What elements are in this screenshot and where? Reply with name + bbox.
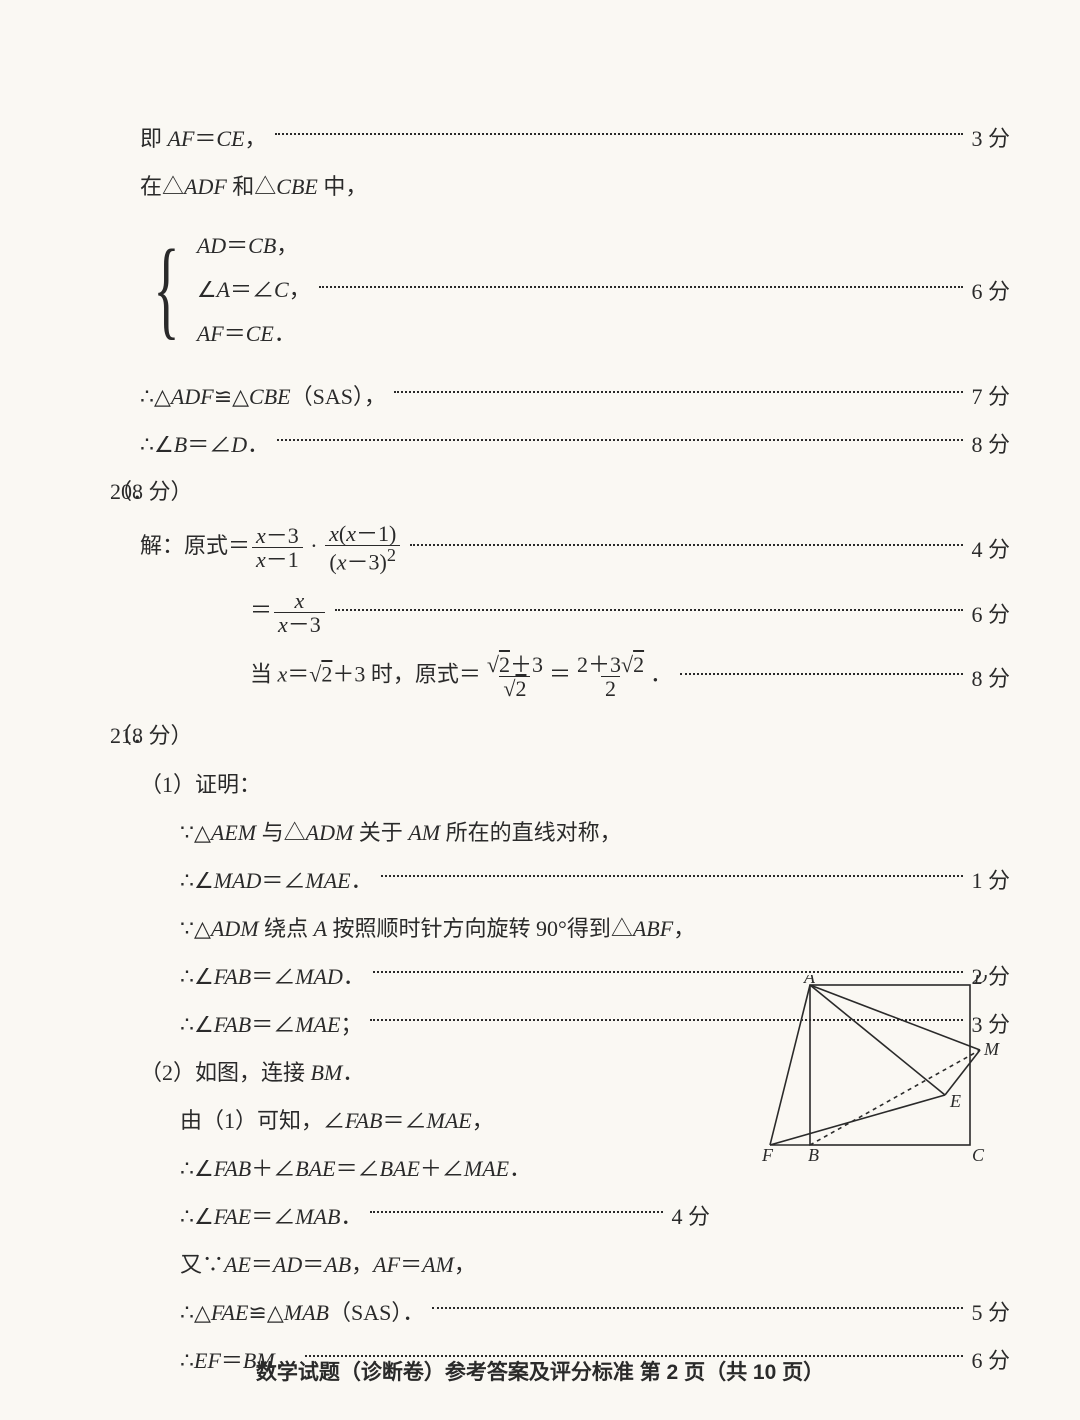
leader-dots — [373, 971, 964, 973]
score: 8 分 — [971, 427, 1010, 459]
text: 由（1）可知，∠FAB＝∠MAE， — [180, 1103, 494, 1135]
leader-dots — [432, 1307, 963, 1309]
page-footer: 数学试题（诊断卷）参考答案及评分标准 第 2 页（共 10 页） — [0, 1356, 1080, 1386]
proof-line: ∴△ADF≌△CBE（SAS）， 7 分 — [70, 378, 1010, 412]
score: 4 分 — [671, 1199, 710, 1231]
proof-line: ∴∠MAD＝∠MAE． 1 分 — [70, 862, 1010, 896]
text: ＝xx－3 — [250, 589, 327, 636]
leader-dots — [381, 875, 964, 877]
text: ∴△FAE≌△MAB（SAS）． — [180, 1295, 424, 1327]
text: ∴∠B＝∠D． — [140, 427, 269, 459]
score: 7 分 — [971, 379, 1010, 411]
leader-dots — [410, 544, 963, 546]
leader-dots — [275, 133, 964, 135]
geom-label-a: A — [803, 975, 816, 987]
text: ∴∠FAB＝∠MAE； — [180, 1007, 362, 1039]
left-brace: { — [153, 238, 179, 338]
brace-row: AD＝CB， — [197, 228, 311, 260]
score: 5 分 — [971, 1295, 1010, 1327]
geom-label-m: M — [983, 1039, 1000, 1059]
text: 解：原式＝x－3x－1 · x(x－1)(x－3)2 — [140, 522, 402, 574]
text: 当 x＝√2＋3 时，原式＝√2＋3√2＝2＋3√22． — [250, 653, 672, 700]
proof-line: ∴△FAE≌△MAB（SAS）． 5 分 — [70, 1294, 1010, 1328]
proof-line: ∵△AEM 与△ADM 关于 AM 所在的直线对称， — [70, 814, 1010, 848]
proof-line: 即 AF＝CE， 3 分 — [70, 120, 1010, 154]
score: 6 分 — [971, 274, 1010, 306]
proof-line: ∴∠FAE＝∠MAB． 4 分 — [70, 1198, 1010, 1232]
geom-label-c: C — [972, 1145, 985, 1165]
text: 即 AF＝CE， — [140, 121, 267, 153]
proof-line: ∴∠B＝∠D． 8 分 — [70, 426, 1010, 460]
question-number: 21． — [110, 718, 154, 750]
question-header: 21． （8 分） — [70, 718, 1010, 752]
proof-line: ∵△ADM 绕点 A 按照顺时针方向旋转 90°得到△ABF， — [70, 910, 1010, 944]
leader-dots — [277, 439, 963, 441]
geom-label-b: B — [808, 1145, 819, 1165]
brace-row: ∠A＝∠C， — [197, 272, 311, 304]
geom-label-f: F — [761, 1145, 774, 1165]
score: 8 分 — [971, 661, 1010, 693]
question-number: 20． — [110, 474, 154, 506]
leader-dots — [680, 673, 963, 675]
score: 4 分 — [971, 532, 1010, 564]
geometry-figure: A D M E C B F — [750, 975, 1000, 1165]
text: 在△ADF 和△CBE 中， — [140, 169, 367, 201]
text: （2）如图，连接 BM． — [140, 1055, 364, 1087]
text: ∴∠FAB＝∠MAD． — [180, 959, 365, 991]
proof-line: 又∵AE＝AD＝AB，AF＝AM， — [70, 1246, 1010, 1280]
geom-label-e: E — [949, 1091, 961, 1111]
text: 又∵AE＝AD＝AB，AF＝AM， — [180, 1247, 476, 1279]
solution-line: 当 x＝√2＋3 时，原式＝√2＋3√2＝2＋3√22． 8 分 — [70, 652, 1010, 702]
text: ∵△AEM 与△ADM 关于 AM 所在的直线对称， — [180, 815, 622, 847]
part-header: （1）证明： — [70, 766, 1010, 800]
question-header: 20． （8 分） — [70, 474, 1010, 508]
leader-dots — [335, 609, 964, 611]
solution-line: 解：原式＝x－3x－1 · x(x－1)(x－3)2 4 分 — [70, 522, 1010, 574]
text: ∴∠MAD＝∠MAE． — [180, 863, 373, 895]
text: ∴∠FAB＋∠BAE＝∠BAE＋∠MAE． — [180, 1151, 531, 1183]
leader-dots — [370, 1211, 663, 1213]
leader-dots — [394, 391, 964, 393]
brace-row: AF＝CE． — [197, 316, 311, 348]
score: 6 分 — [971, 597, 1010, 629]
text: （1）证明： — [140, 767, 261, 799]
text: ∴△ADF≌△CBE（SAS）， — [140, 379, 386, 411]
score: 3 分 — [971, 121, 1010, 153]
brace-system: { AD＝CB， ∠A＝∠C， AF＝CE． 6 分 — [70, 216, 1010, 364]
leader-dots — [319, 286, 964, 288]
geom-label-d: D — [973, 975, 987, 987]
text: ∴∠FAE＝∠MAB． — [180, 1199, 362, 1231]
proof-line: 在△ADF 和△CBE 中， — [70, 168, 1010, 202]
text: ∵△ADM 绕点 A 按照顺时针方向旋转 90°得到△ABF， — [180, 911, 695, 943]
score: 1 分 — [971, 863, 1010, 895]
solution-line: ＝xx－3 6 分 — [70, 588, 1010, 638]
